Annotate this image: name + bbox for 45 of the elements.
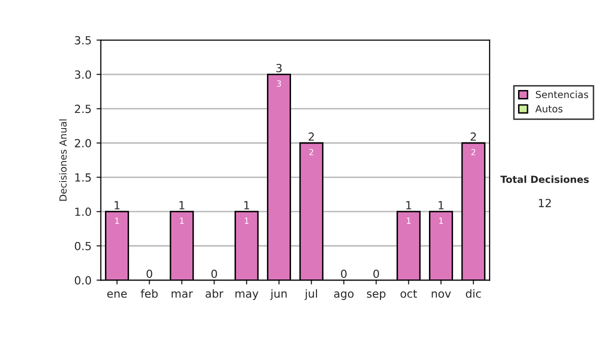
x-tick-label: mar: [172, 291, 193, 298]
data-label: 1: [406, 218, 410, 224]
x-tick-label: dic: [466, 289, 481, 298]
data-label: 2: [471, 148, 476, 156]
data-label: 3: [276, 80, 281, 87]
y-tick-label: 0.5: [74, 242, 91, 250]
total-label: 0: [146, 270, 152, 278]
y-tick-label: 2.5: [74, 104, 91, 114]
y-tick-label: 0.0: [74, 276, 92, 285]
total-label: 2: [470, 132, 476, 141]
x-tick-label: oct: [400, 290, 417, 298]
x-tick-label: may: [236, 291, 258, 300]
data-label: 2: [309, 148, 314, 156]
x-tick-label: feb: [140, 289, 158, 298]
data-label: 1: [439, 218, 443, 224]
total-label: 1: [179, 201, 184, 210]
total-label: 0: [211, 270, 217, 278]
y-tick-label: 2.0: [74, 138, 92, 148]
total-label: 3: [276, 64, 282, 72]
total-label: 1: [244, 201, 250, 210]
total-label: 2: [308, 132, 314, 141]
x-tick-label: ago: [334, 291, 354, 300]
y-tick-label: 1.5: [75, 173, 91, 182]
data-label: 1: [244, 218, 248, 224]
data-label: 1: [180, 218, 184, 224]
x-tick-label: jun: [270, 289, 287, 300]
x-tick-label: abr: [206, 289, 224, 298]
y-axis-title: Decisiones Anual: [59, 119, 67, 201]
x-tick-label: ene: [107, 291, 127, 298]
y-tick-label: 1.0: [75, 208, 92, 216]
text: Total Decisiones: [500, 175, 589, 184]
y-tick-label: 3.0: [74, 70, 92, 79]
total-label: 0: [341, 270, 347, 278]
text: 12: [538, 198, 551, 208]
total-label: 1: [406, 201, 412, 210]
total-label: 0: [373, 270, 379, 278]
legend-label: Autos: [535, 105, 562, 112]
y-tick-label: 3.5: [74, 36, 91, 44]
x-tick-label: sep: [366, 291, 386, 300]
total-label: 1: [114, 201, 120, 210]
total-label: 1: [438, 201, 444, 210]
x-tick-label: nov: [432, 291, 451, 298]
data-label: 1: [115, 218, 119, 224]
legend-label: Sentencias: [536, 90, 588, 98]
x-tick-label: jul: [304, 289, 317, 300]
